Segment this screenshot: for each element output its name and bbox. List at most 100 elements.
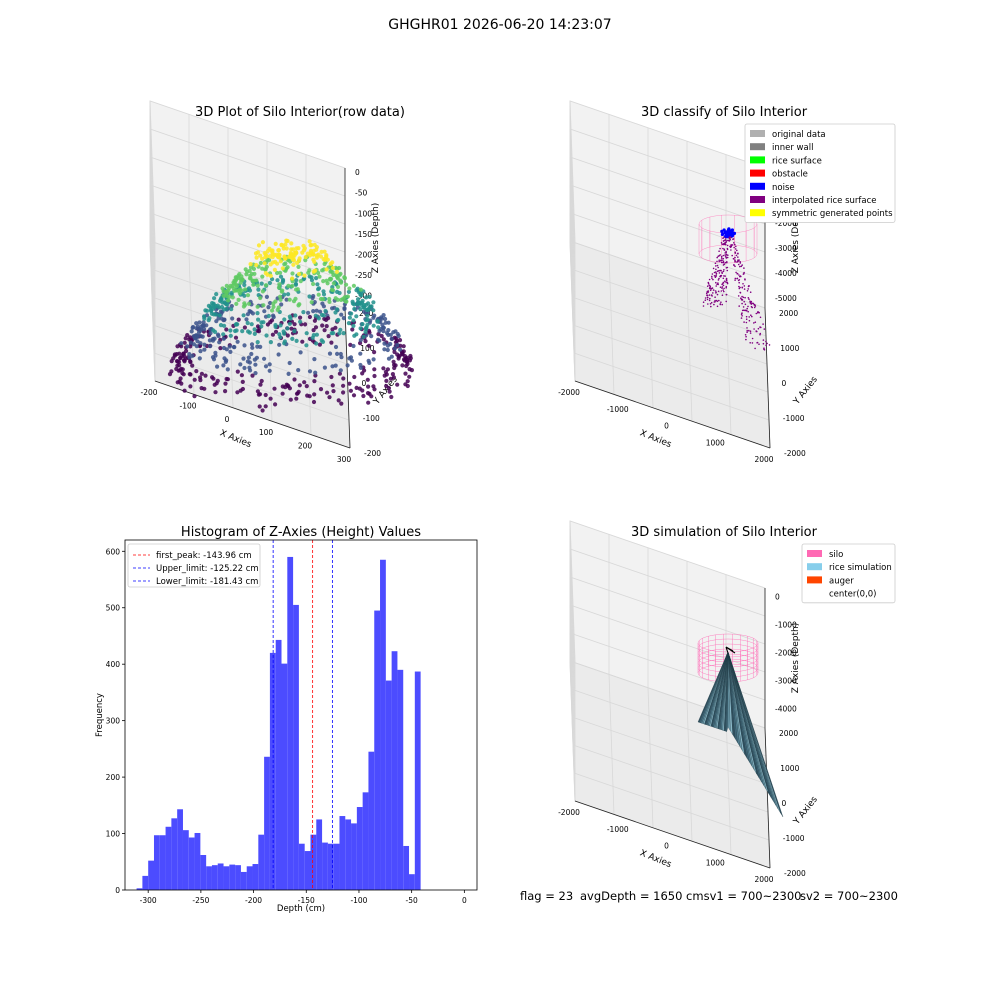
data-point <box>712 289 715 291</box>
data-point <box>188 384 193 389</box>
data-point <box>403 371 408 376</box>
data-point <box>273 241 278 246</box>
data-point <box>356 301 361 306</box>
x-tick-label: -50 <box>406 896 418 905</box>
data-point <box>179 341 184 346</box>
data-point <box>279 289 284 294</box>
data-point <box>258 295 263 301</box>
data-point <box>181 372 186 377</box>
data-point <box>263 404 268 409</box>
data-point <box>286 283 291 288</box>
data-point <box>263 392 268 398</box>
data-point <box>354 385 359 390</box>
histogram-bar <box>211 865 218 890</box>
z-tick-label: 0 <box>775 592 780 601</box>
data-point <box>270 332 275 337</box>
data-point <box>179 344 184 349</box>
data-point <box>258 382 263 387</box>
y-axis-label: Y Axies <box>791 795 820 828</box>
data-point <box>721 286 724 288</box>
data-point <box>282 341 287 346</box>
data-point <box>737 256 739 258</box>
data-point <box>723 275 725 277</box>
y-tick-label: 100 <box>360 344 375 353</box>
data-point <box>744 334 747 336</box>
x-tick-label: -1000 <box>607 405 629 414</box>
data-point <box>282 262 287 267</box>
data-point <box>176 359 182 364</box>
data-point <box>330 260 335 265</box>
data-point <box>260 289 265 294</box>
data-point <box>404 363 409 369</box>
data-point <box>311 399 317 405</box>
y-tick-label: 1000 <box>780 764 799 773</box>
data-point <box>740 313 743 316</box>
data-point <box>727 239 729 242</box>
data-point <box>190 363 195 368</box>
data-point <box>743 272 745 275</box>
data-point <box>320 301 325 306</box>
data-point <box>253 251 259 256</box>
legend-swatch <box>807 550 822 557</box>
data-point <box>371 308 376 313</box>
y-tick-label: -200 <box>364 449 381 458</box>
data-point <box>376 337 381 342</box>
x-axis-label: X Axies <box>638 848 673 870</box>
legend-swatch <box>750 209 765 217</box>
data-point <box>715 291 717 294</box>
data-point <box>280 391 285 396</box>
histogram-bar <box>391 651 398 890</box>
data-point <box>745 318 748 321</box>
data-point <box>386 328 391 333</box>
data-point <box>365 313 370 318</box>
data-point <box>740 275 742 278</box>
data-point <box>279 302 284 307</box>
data-point <box>718 260 720 263</box>
x-axis-label: X Axies <box>638 428 673 450</box>
data-point <box>184 348 189 354</box>
y-tick-label: 300 <box>106 717 121 726</box>
data-point <box>272 267 277 272</box>
data-point <box>349 311 354 316</box>
data-point <box>318 309 323 314</box>
data-point <box>275 270 280 276</box>
data-point <box>296 264 301 269</box>
data-point <box>263 267 268 272</box>
data-point <box>725 240 727 242</box>
data-point <box>201 320 206 325</box>
data-point <box>287 314 292 319</box>
data-point <box>337 331 342 336</box>
data-point <box>275 278 280 283</box>
legend-swatch <box>750 143 765 151</box>
data-point <box>708 294 711 296</box>
data-point <box>744 309 746 312</box>
panel-simulation-3d: -2000 -1000 0 1000 2000 -2000 -1000 0 1000 2000 0 -… <box>558 520 896 884</box>
data-point <box>313 325 319 330</box>
data-point <box>277 342 282 347</box>
data-point <box>236 297 241 302</box>
data-point <box>746 290 749 292</box>
data-point <box>240 379 245 384</box>
data-point <box>253 362 258 367</box>
z-tick-label: -250 <box>355 271 372 280</box>
data-point <box>275 261 280 266</box>
data-point <box>312 318 317 323</box>
data-point <box>725 293 728 296</box>
data-point <box>361 334 366 339</box>
data-point <box>702 301 705 304</box>
y-tick-label: 200 <box>106 773 121 782</box>
data-point <box>748 319 751 322</box>
data-point <box>371 315 376 320</box>
data-point <box>291 262 296 267</box>
data-point <box>725 253 728 256</box>
data-point <box>267 362 272 367</box>
data-point <box>745 309 748 312</box>
data-point <box>321 292 327 297</box>
data-point <box>750 303 753 305</box>
data-point <box>728 240 731 242</box>
data-point <box>736 277 739 280</box>
x-tick-label: 0 <box>664 842 669 851</box>
figure-title: GHGHR01 2026-06-20 14:23:07 <box>388 17 612 33</box>
histogram-bar <box>148 860 154 890</box>
data-point <box>750 305 753 308</box>
